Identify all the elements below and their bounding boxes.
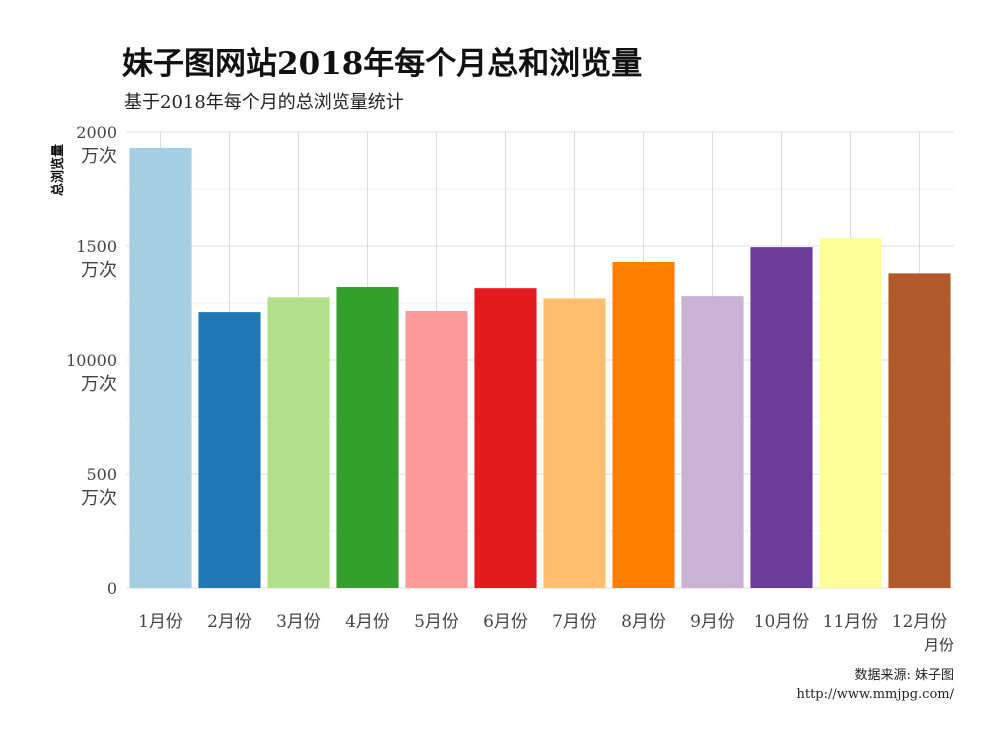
x-tick-label: 1月份 [138,612,183,632]
y-axis-ticks: 0 500 万次 10000 万次 1500 万次 2000 万次 [66,123,117,598]
x-tick-label: 12月份 [892,612,948,632]
x-axis-label: 月份 [924,636,954,654]
x-tick-label: 9月份 [690,612,735,632]
y-tick-0: 0 [107,579,117,598]
bars [129,147,951,588]
y-tick-label: 2000 [76,123,117,142]
bar-6 [474,288,537,588]
bar-2 [198,312,261,588]
x-tick-label: 3月份 [276,612,321,632]
source-line: 数据来源: 妹子图 [854,668,954,683]
y-tick-unit: 万次 [81,146,117,167]
bar-8 [612,261,675,588]
chart-title: 妹子图网站2018年每个月总和浏览量 [122,46,643,82]
bar-1 [129,147,192,588]
x-tick-label: 5月份 [414,612,459,632]
y-tick-unit: 万次 [81,260,117,281]
y-tick-4: 2000 万次 [76,123,117,167]
source-url: http://www.mmjpg.com/ [796,687,954,702]
x-tick-label: 6月份 [483,612,528,632]
y-axis-label: 总浏览量 [50,144,66,196]
x-tick-label: 2月份 [207,612,252,632]
bar-12 [888,273,951,588]
y-tick-label: 10000 [66,351,117,370]
x-axis-ticks: 1月份 2月份 3月份 4月份 5月份 6月份 7月份 8月份 9月份 10月份 11月份 12月份 [138,612,947,632]
y-tick-label: 1500 [76,237,117,256]
x-tick-label: 8月份 [621,612,666,632]
source-caption: 数据来源: 妹子图 http://www.mmjpg.com/ [796,666,954,704]
bar-11 [819,238,882,588]
x-tick-label: 7月份 [552,612,597,632]
y-tick-3: 1500 万次 [76,237,117,281]
bar-4 [336,287,399,588]
y-tick-unit: 万次 [81,488,117,509]
bar-5 [405,310,468,588]
y-tick-1: 500 万次 [81,465,117,509]
bar-9 [681,296,744,588]
x-tick-label: 10月份 [754,612,810,632]
x-tick-label: 11月份 [823,612,879,632]
x-tick-label: 4月份 [345,612,390,632]
bar-3 [267,297,330,588]
chart-subtitle: 基于2018年每个月的总浏览量统计 [124,92,404,113]
y-tick-label: 0 [107,579,117,598]
bar-10 [750,247,813,588]
y-tick-label: 500 [86,465,117,484]
bar-7 [543,298,606,588]
y-tick-2: 10000 万次 [66,351,117,395]
y-tick-unit: 万次 [81,374,117,395]
